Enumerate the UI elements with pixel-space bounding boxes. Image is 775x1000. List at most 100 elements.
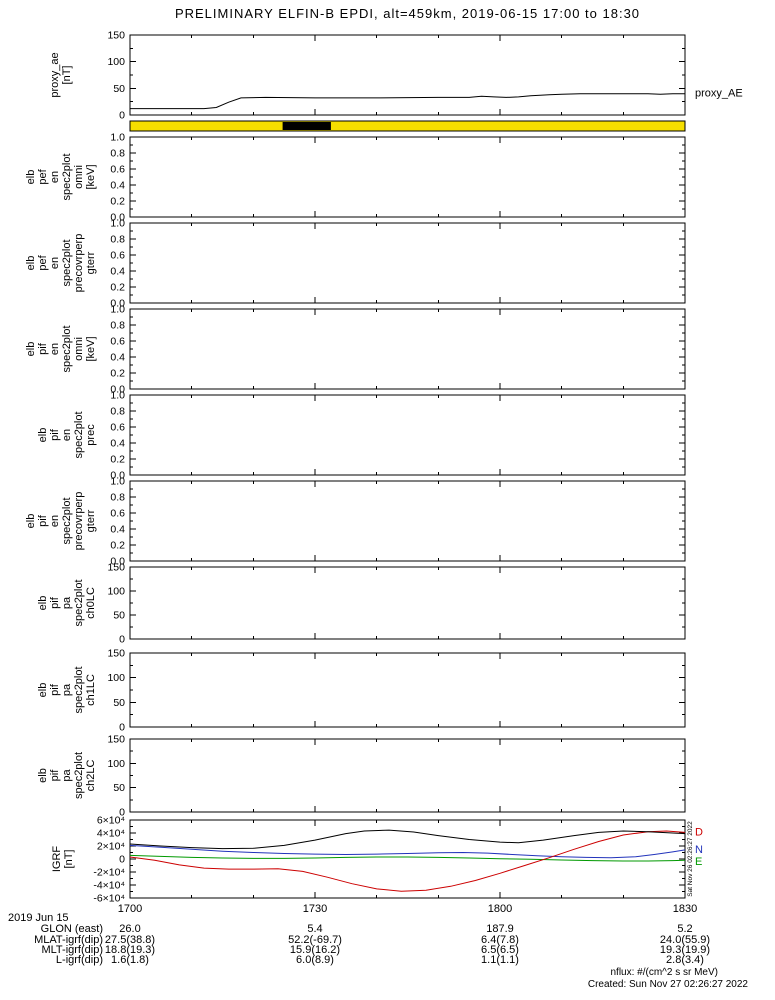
x-ticks: [129, 653, 686, 727]
y-axis-title-line: pef: [37, 168, 49, 184]
y-tick-label: 0.0: [110, 384, 125, 396]
panel-proxy_ae: 0 50 100 150 proxy_ae [nT] proxy_AE: [49, 30, 743, 122]
y-tick-label: 0.8: [110, 234, 125, 246]
y-axis-title-line: pif: [37, 514, 49, 527]
x-tick-label: 1800: [488, 903, 512, 915]
y-tick-label: 150: [107, 562, 125, 574]
y-tick-label: 1.0: [110, 390, 125, 402]
y-tick-label: 0.6: [110, 164, 125, 176]
panel-elb_pef_en_omni: 0.0 0.2 0.4 0.6 0.8 1.0 elb pef en spec2plot omni[…: [25, 132, 686, 224]
y-tick-label: 100: [107, 758, 125, 770]
footer-value: 26.0: [119, 923, 140, 935]
panel-frame: [129, 394, 686, 476]
footer-value: 5.2: [677, 923, 692, 935]
line-label-D: D: [695, 826, 703, 838]
created-timestamp: Created: Sun Nov 27 02:26:27 2022: [587, 979, 748, 990]
y-tick-label: 0.8: [110, 492, 125, 504]
y-axis-title-line: en: [49, 257, 61, 269]
availability-segment: [282, 122, 331, 130]
y-tick-label: 50: [113, 782, 125, 794]
y-tick-label: 0.0: [110, 298, 125, 310]
y-axis-title-line: pa: [61, 683, 73, 696]
y-tick-label: 0.6: [110, 250, 125, 262]
y-tick-label: 100: [107, 586, 125, 598]
series-N: [129, 844, 686, 859]
y-tick-label: 6×10⁴: [97, 815, 125, 827]
y-axis-title-line: omni: [73, 165, 85, 189]
x-ticks: [129, 481, 686, 561]
y-tick-label: 0.6: [110, 422, 125, 434]
y-axis-title-line: ch2LC: [85, 760, 97, 792]
plot-title: PRELIMINARY ELFIN-B EPDI, alt=459km, 201…: [174, 6, 641, 21]
y-axis-title-line: gterr: [85, 251, 97, 274]
y-axis-title-line: pif: [49, 428, 61, 441]
y-tick-label: 0.4: [110, 524, 125, 536]
y-axis-title-line: elb: [37, 596, 49, 611]
x-ticks: [129, 223, 686, 303]
line-label-E: E: [695, 856, 702, 868]
footer-value: 18.8(19.3): [105, 944, 155, 956]
series-D: [129, 830, 686, 892]
x-tick-label: 1700: [118, 903, 142, 915]
y-tick-label: 0: [119, 722, 125, 734]
y-tick-label: 0.2: [110, 454, 125, 466]
y-axis-title-line: elb: [37, 768, 49, 783]
panel-elb_pif_pa_ch2LC: 0 50 100 150 elb pif pa spec2plot ch2LC: [37, 734, 686, 819]
y-axis-title-line: ch0LC: [85, 587, 97, 619]
y-tick-label: -2×10⁴: [93, 867, 125, 879]
footer-value: 19.3(19.9): [660, 944, 710, 956]
y-axis-title-line: en: [49, 343, 61, 355]
line-label-proxy_AE: proxy_AE: [695, 88, 743, 100]
y-axis-title-line: spec2plot: [61, 325, 73, 372]
series-E: [129, 854, 686, 862]
panel-elb_pif_en_omni: 0.0 0.2 0.4 0.6 0.8 1.0 elb pif en spec2plot omni[…: [25, 304, 686, 396]
panel-frame: [129, 34, 686, 116]
panel-elb_pif_pa_ch1LC: 0 50 100 150 elb pif pa spec2plot ch1LC: [37, 648, 686, 734]
y-tick-label: 0.8: [110, 148, 125, 160]
panel-elb_pef_en_precovrperp_gterr: 0.0 0.2 0.4 0.6 0.8 1.0 elb pef en spec2plot preco…: [25, 218, 686, 310]
y-ticks: [130, 738, 685, 813]
y-axis-title-line: spec2plot: [73, 752, 85, 799]
y-tick-label: 0: [119, 854, 125, 866]
availability-band: [129, 120, 686, 132]
y-axis-title-line: pef: [37, 254, 49, 270]
line-label-N: N: [695, 844, 703, 856]
y-ticks: [130, 308, 685, 390]
y-axis-title-line: precovrperp: [73, 492, 85, 551]
y-axis-title-line: en: [49, 515, 61, 527]
y-tick-label: 50: [113, 83, 125, 95]
y-axis-title-line: elb: [25, 342, 37, 357]
x-tick-label: 1830: [673, 903, 697, 915]
y-tick-label: 1.0: [110, 132, 125, 144]
x-ticks: [129, 567, 686, 639]
y-tick-label: 0: [119, 110, 125, 122]
y-axis-title-line: en: [49, 171, 61, 183]
y-tick-label: 0.8: [110, 320, 125, 332]
y-axis-title-line: spec2plot: [73, 411, 85, 458]
y-axis-title-line: en: [61, 429, 73, 441]
y-ticks: [130, 34, 685, 116]
y-axis-title-line: elb: [37, 683, 49, 698]
y-axis-title-line: pif: [49, 683, 61, 696]
y-tick-label: 0.4: [110, 266, 125, 278]
y-tick-label: 0.2: [110, 196, 125, 208]
y-ticks: [130, 480, 685, 562]
panel-frame: [129, 566, 686, 640]
panel-frame: [129, 652, 686, 728]
x-ticks: [129, 820, 686, 898]
y-tick-label: 0.8: [110, 406, 125, 418]
footer-value: 24.0(55.9): [660, 934, 710, 946]
y-tick-label: 0: [119, 807, 125, 819]
footer-value: 27.5(38.8): [105, 934, 155, 946]
y-axis-title-line: spec2plot: [73, 666, 85, 713]
footer-value: 15.9(16.2): [290, 944, 340, 956]
footer-value: 2.8(3.4): [666, 954, 704, 966]
nflux-units-note: nflux: #/(cm^2 s sr MeV): [610, 967, 719, 978]
y-axis-title-line: prec: [85, 424, 97, 446]
y-tick-label: 1.0: [110, 218, 125, 230]
y-tick-label: 150: [107, 30, 125, 42]
y-tick-label: 0.0: [110, 470, 125, 482]
footer-value: 6.4(7.8): [481, 934, 519, 946]
y-axis-title-line: elb: [25, 170, 37, 185]
